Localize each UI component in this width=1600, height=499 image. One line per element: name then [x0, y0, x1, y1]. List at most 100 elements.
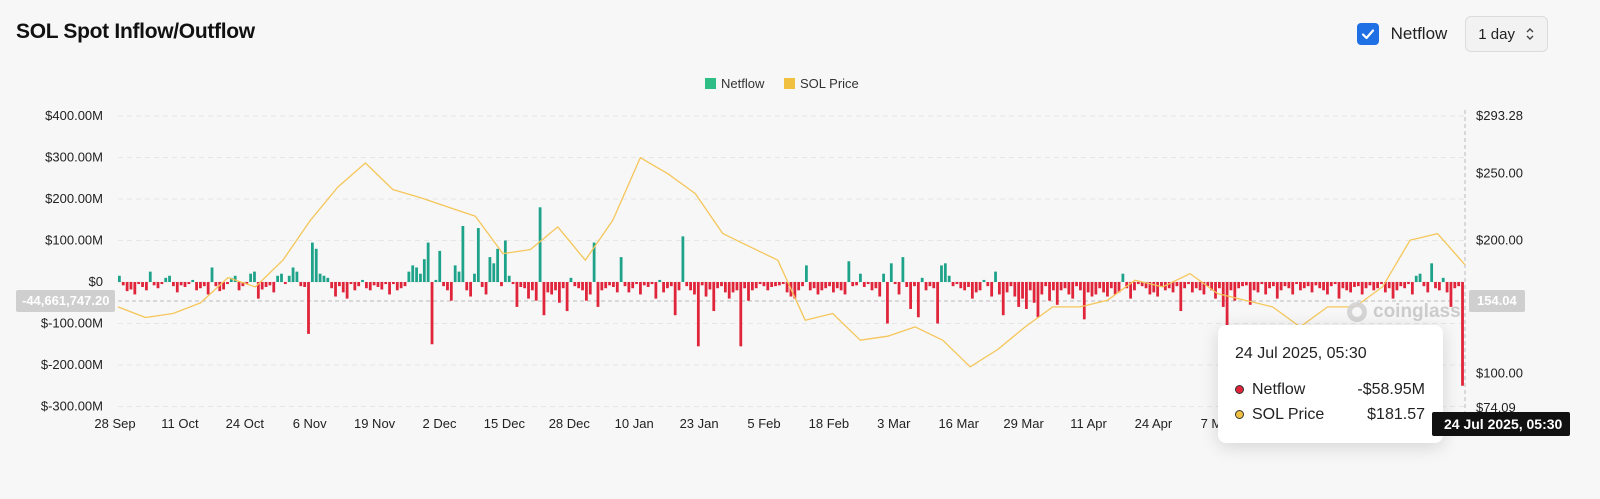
netflow-bar: [469, 282, 472, 297]
netflow-bar: [1117, 282, 1121, 293]
netflow-bar: [218, 282, 222, 292]
netflow-bar: [897, 282, 901, 295]
netflow-bar: [666, 282, 669, 289]
netflow-bar: [1140, 282, 1144, 287]
netflow-bar: [1434, 282, 1437, 289]
netflow-bar: [511, 282, 515, 285]
netflow-bar: [669, 282, 673, 287]
netflow-bar: [1341, 282, 1345, 289]
netflow-bar: [349, 282, 353, 285]
netflow-bar: [148, 271, 152, 283]
netflow-bar: [392, 282, 395, 285]
netflow-bar: [608, 282, 611, 286]
netflow-bar: [982, 279, 986, 282]
netflow-bar: [588, 282, 592, 295]
netflow-bar: [1017, 282, 1021, 307]
netflow-bar: [743, 282, 747, 289]
netflow-bar: [646, 282, 650, 287]
netflow-bar: [1217, 282, 1221, 289]
legend-netflow-label: Netflow: [721, 76, 765, 91]
netflow-bar: [1190, 282, 1194, 293]
netflow-bar: [797, 282, 801, 291]
netflow-bar: [1044, 282, 1048, 287]
netflow-bar: [384, 282, 388, 285]
netflow-bar: [272, 282, 276, 293]
y-left-tick-label: $400.00M: [45, 108, 103, 123]
netflow-bar: [1071, 282, 1075, 299]
netflow-bar: [1376, 282, 1380, 289]
interval-select[interactable]: 1 day: [1465, 16, 1548, 52]
netflow-bar: [1410, 282, 1414, 295]
netflow-bar: [164, 277, 168, 282]
netflow-toggle-label[interactable]: Netflow: [1390, 24, 1448, 43]
tooltip-row-price: SOL Price $181.57: [1235, 402, 1425, 427]
netflow-bar: [561, 282, 565, 289]
netflow-bar: [619, 257, 623, 282]
check-icon: [1361, 29, 1374, 40]
y-left-tick-label: $-100.00M: [41, 316, 103, 331]
netflow-bar: [172, 282, 175, 287]
netflow-bar: [307, 282, 310, 334]
netflow-bar: [438, 250, 442, 283]
netflow-bar: [256, 282, 260, 299]
crosshair-y-right-label: 154.04: [1469, 290, 1525, 312]
y-left-tick-label: $200.00M: [45, 191, 103, 206]
netflow-bar: [338, 282, 341, 287]
x-tick-label: 24 Apr: [1135, 416, 1173, 431]
netflow-bar: [716, 282, 720, 289]
netflow-bar: [314, 248, 318, 282]
netflow-bar: [816, 282, 820, 295]
netflow-bar: [229, 277, 233, 282]
chart-legend[interactable]: Netflow SOL Price: [705, 76, 859, 91]
netflow-bar: [1260, 282, 1264, 285]
netflow-bar: [1183, 282, 1187, 289]
netflow-bar: [1295, 282, 1298, 285]
netflow-bar: [1356, 282, 1360, 287]
netflow-bar: [1210, 282, 1214, 291]
netflow-bar: [1198, 282, 1202, 291]
netflow-bar: [434, 279, 438, 282]
netflow-bar: [835, 282, 839, 289]
netflow-bar: [681, 236, 685, 282]
netflow-bar: [1129, 282, 1132, 299]
netflow-bar: [747, 282, 750, 301]
netflow-bar: [523, 282, 527, 289]
chart-grid: [118, 110, 1466, 412]
netflow-bar: [1113, 282, 1117, 295]
netflow-dot-icon: [1235, 385, 1244, 394]
x-tick-label: 28 Sep: [94, 416, 135, 431]
netflow-bar: [1021, 282, 1024, 299]
netflow-bar: [1287, 282, 1291, 289]
netflow-bar: [496, 248, 500, 282]
netflow-bar: [280, 273, 283, 282]
netflow-bar: [476, 228, 480, 282]
netflow-bar: [1063, 282, 1067, 289]
netflow-bar: [226, 282, 229, 285]
x-tick-label: 5 Feb: [747, 416, 780, 431]
netflow-bar: [156, 282, 160, 289]
netflow-bar: [943, 263, 947, 282]
netflow-bar: [233, 275, 237, 282]
netflow-bar: [986, 282, 990, 287]
netflow-checkbox[interactable]: [1356, 23, 1379, 45]
x-tick-label: 15 Dec: [484, 416, 526, 431]
netflow-bar: [449, 282, 453, 301]
netflow-bar: [1291, 282, 1295, 295]
netflow-bar: [1391, 282, 1395, 299]
netflow-bar: [1314, 282, 1318, 286]
netflow-bar: [596, 282, 600, 307]
netflow-bar: [1418, 273, 1422, 282]
netflow-bar: [191, 279, 195, 282]
netflow-bar: [1082, 282, 1086, 320]
tooltip-date: 24 Jul 2025, 05:30: [1235, 345, 1367, 362]
chart-tooltip: 24 Jul 2025, 05:30 Netflow -$58.95M SOL …: [1218, 325, 1443, 443]
netflow-bar: [1457, 282, 1461, 287]
netflow-bar: [538, 207, 542, 282]
netflow-bar: [565, 282, 569, 312]
netflow-bar: [970, 282, 974, 299]
netflow-bar: [195, 282, 198, 291]
netflow-bar: [623, 282, 627, 287]
netflow-bar: [631, 282, 635, 289]
netflow-bar: [484, 282, 488, 295]
